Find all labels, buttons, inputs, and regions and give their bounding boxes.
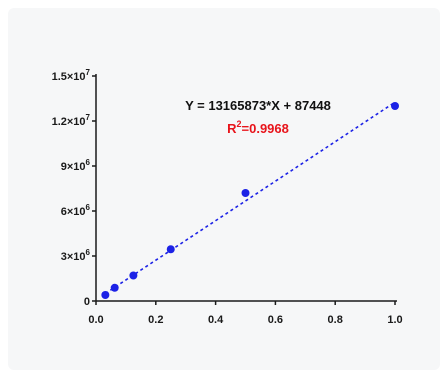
data-point: [391, 102, 399, 110]
data-point: [101, 291, 110, 299]
y-tick-label: 9×106: [61, 158, 91, 173]
y-tick-label: 1.5×107: [52, 68, 91, 83]
y-tick-label: 3×106: [61, 248, 91, 263]
r-squared-prefix: R: [227, 121, 237, 136]
y-tick-label: 6×106: [61, 203, 91, 218]
axes: 0 3×106 6×106 9×106 1.2×107 1.5×107 0.0 0.2 0.4 0…: [52, 68, 403, 326]
r-squared-superscript: 2: [237, 119, 242, 129]
x-tick-label: 0.8: [328, 314, 343, 326]
y-tick-label: 0: [84, 296, 90, 308]
chart-card: [8, 8, 440, 370]
regression-equation: Y = 13165873*X + 87448: [185, 98, 331, 113]
x-tick-label: 1.0: [387, 314, 402, 326]
data-point: [241, 189, 250, 197]
fit-line-group: [104, 101, 396, 295]
x-tick-label: 0.2: [148, 314, 163, 326]
x-tick-label: 0.4: [208, 314, 224, 326]
r-squared-value: =0.9968: [242, 121, 289, 136]
data-points: [101, 102, 399, 299]
x-tick-label: 0.6: [268, 314, 283, 326]
regression-fit-line: [104, 101, 396, 295]
r-squared-label: R2=0.9968: [227, 119, 289, 136]
data-point: [129, 271, 138, 280]
data-point: [110, 283, 119, 292]
data-point: [166, 245, 175, 254]
y-tick-label: 1.2×107: [52, 113, 91, 128]
x-tick-label: 0.0: [88, 314, 103, 326]
